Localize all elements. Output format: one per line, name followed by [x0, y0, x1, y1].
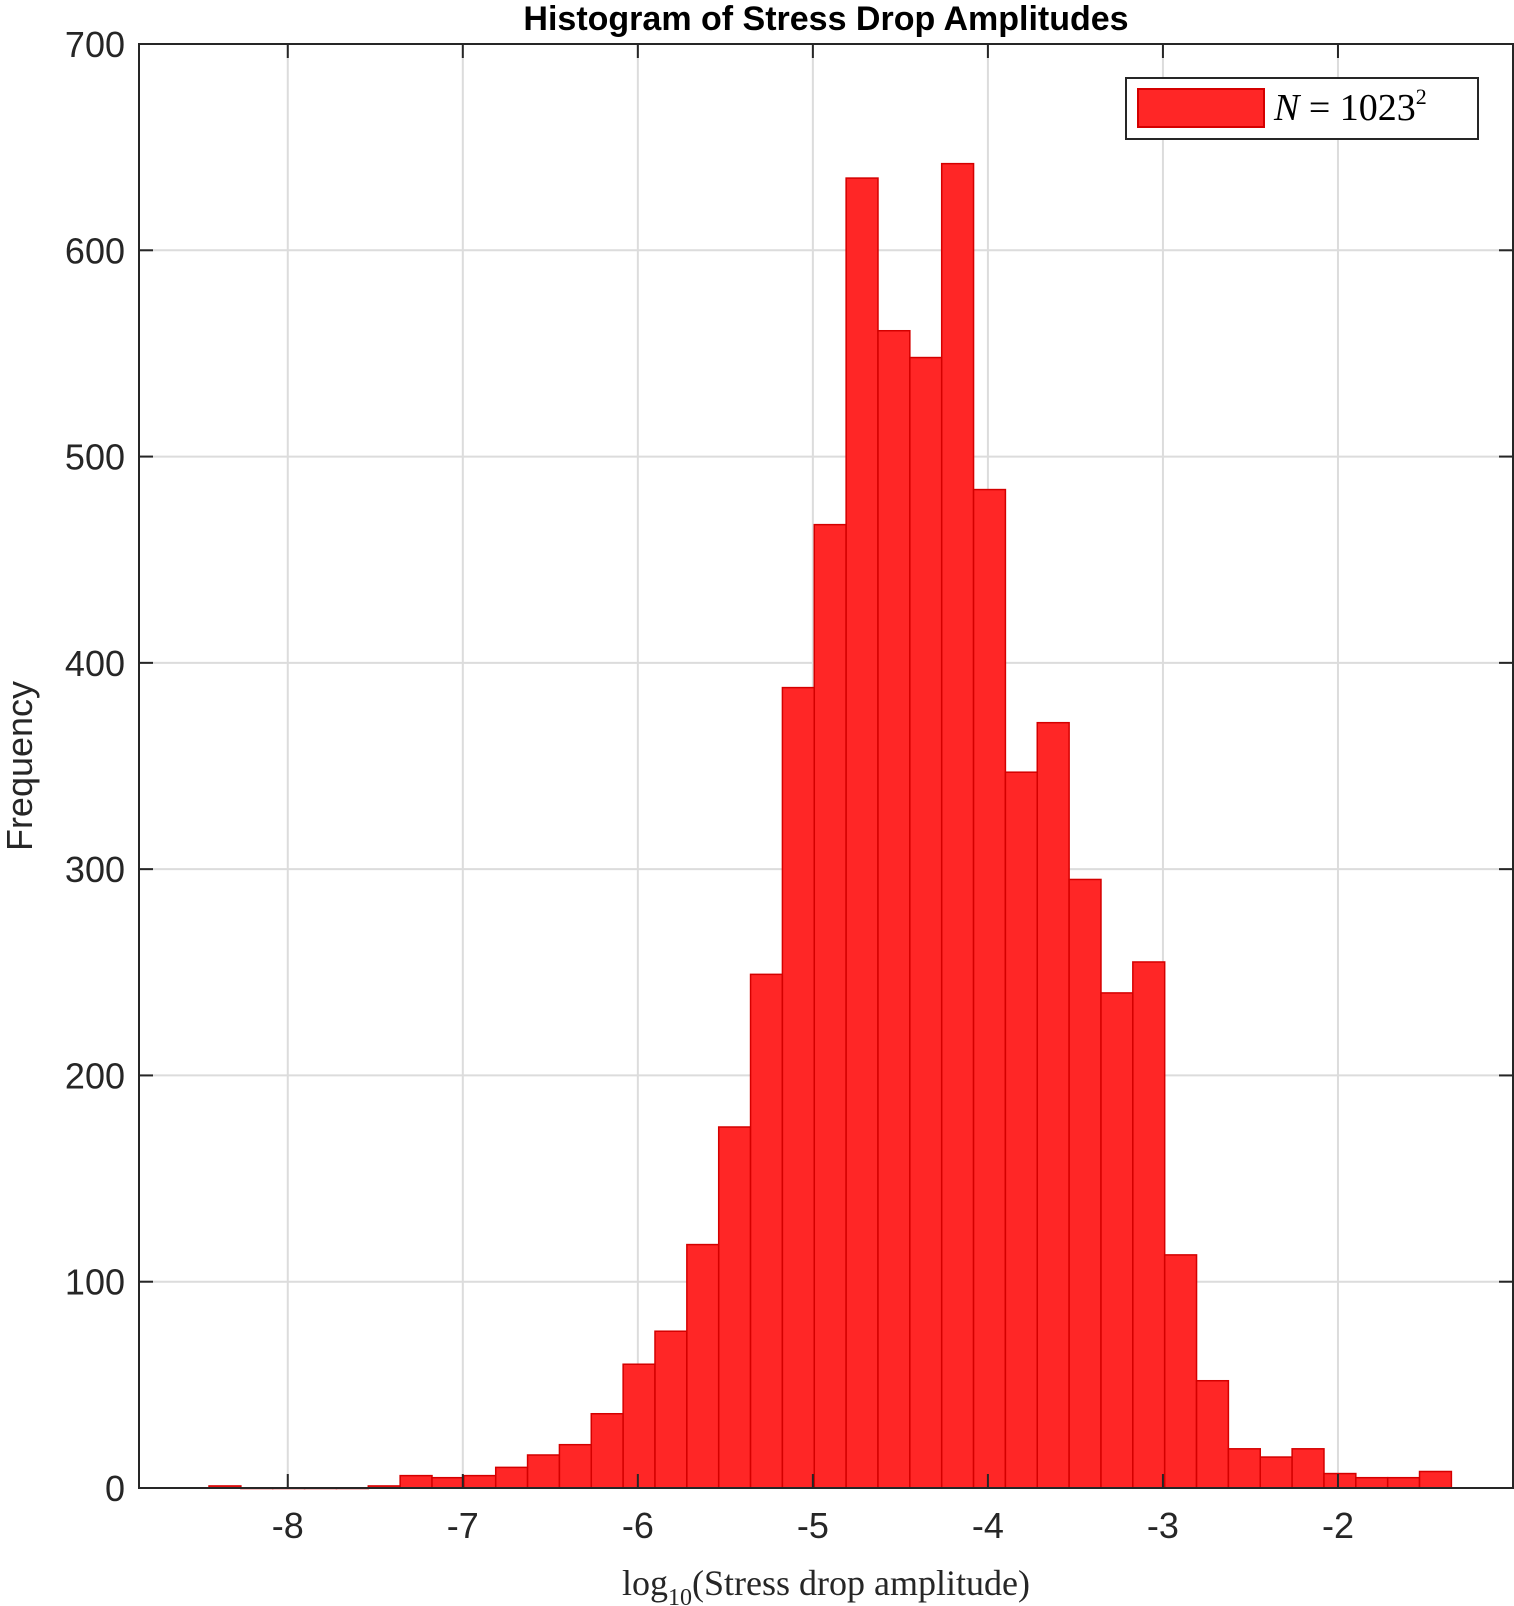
- y-tick-label: 300: [65, 849, 125, 890]
- y-axis-label: Frequency: [0, 681, 40, 851]
- histogram-bar: [877, 329, 911, 1489]
- histogram-bar: [526, 1454, 561, 1489]
- x-tick-label: -8: [272, 1505, 304, 1546]
- histogram-bar: [399, 1474, 433, 1489]
- histogram-bar: [590, 1412, 624, 1489]
- x-axis-label: log10(Stress drop amplitude): [622, 1563, 1030, 1606]
- histogram-bar: [1004, 771, 1039, 1489]
- histogram-bar: [431, 1476, 465, 1489]
- axes-box: [138, 43, 1514, 1489]
- histogram-bar: [1068, 878, 1102, 1489]
- y-tick-label: 700: [65, 24, 125, 65]
- histogram-bar: [1227, 1448, 1262, 1489]
- x-tick-label: -2: [1322, 1505, 1354, 1546]
- histogram-bar: [1386, 1476, 1421, 1489]
- histogram-bar: [686, 1243, 720, 1489]
- histogram-bars: [208, 162, 1453, 1490]
- histogram-bar: [972, 488, 1007, 1489]
- y-tick-label: 200: [65, 1055, 125, 1096]
- y-tick-label: 0: [105, 1468, 125, 1509]
- histogram-bar: [1195, 1379, 1230, 1489]
- y-tick-label: 100: [65, 1262, 125, 1303]
- y-tick-label: 500: [65, 437, 125, 478]
- x-tick-label: -3: [1147, 1505, 1179, 1546]
- histogram-bar: [845, 177, 879, 1489]
- histogram-bar: [1036, 721, 1070, 1489]
- histogram-bar: [558, 1443, 593, 1489]
- legend-swatch: [1137, 88, 1265, 128]
- x-tick-label: -7: [447, 1505, 479, 1546]
- histogram-bar: [781, 686, 816, 1489]
- histogram-bar: [1323, 1472, 1357, 1489]
- histogram-bar: [622, 1363, 656, 1489]
- histogram-bar: [813, 523, 847, 1489]
- histogram-bar: [1291, 1448, 1325, 1489]
- histogram-bar: [1259, 1456, 1293, 1489]
- axis-ticks: -8 -7 -6 -5 -4 -3 -2 0 100 200 300 400 500 600 700: [65, 24, 1513, 1546]
- histogram-bar: [1100, 992, 1134, 1489]
- histogram-bar: [717, 1126, 752, 1489]
- histogram-bar: [1132, 961, 1166, 1489]
- histogram-bar: [494, 1466, 529, 1489]
- histogram-bar: [1418, 1470, 1453, 1489]
- histogram-bar: [909, 356, 943, 1489]
- x-tick-label: -6: [622, 1505, 654, 1546]
- histogram-bar: [749, 973, 784, 1489]
- chart-title: Histogram of Stress Drop Amplitudes: [523, 0, 1128, 38]
- histogram-bar: [1355, 1476, 1389, 1489]
- x-tick-label: -5: [797, 1505, 829, 1546]
- histogram-bar: [654, 1330, 688, 1489]
- legend: N = 10232: [1125, 77, 1479, 140]
- legend-label: N = 10232: [1273, 84, 1427, 129]
- histogram-bar: [940, 162, 975, 1489]
- x-tick-label: -4: [972, 1505, 1004, 1546]
- y-tick-label: 600: [65, 230, 125, 271]
- x-axis-label-subscript: 10: [668, 1585, 692, 1606]
- y-tick-label: 400: [65, 643, 125, 684]
- histogram-bar: [463, 1474, 497, 1489]
- histogram-bar: [1163, 1254, 1198, 1489]
